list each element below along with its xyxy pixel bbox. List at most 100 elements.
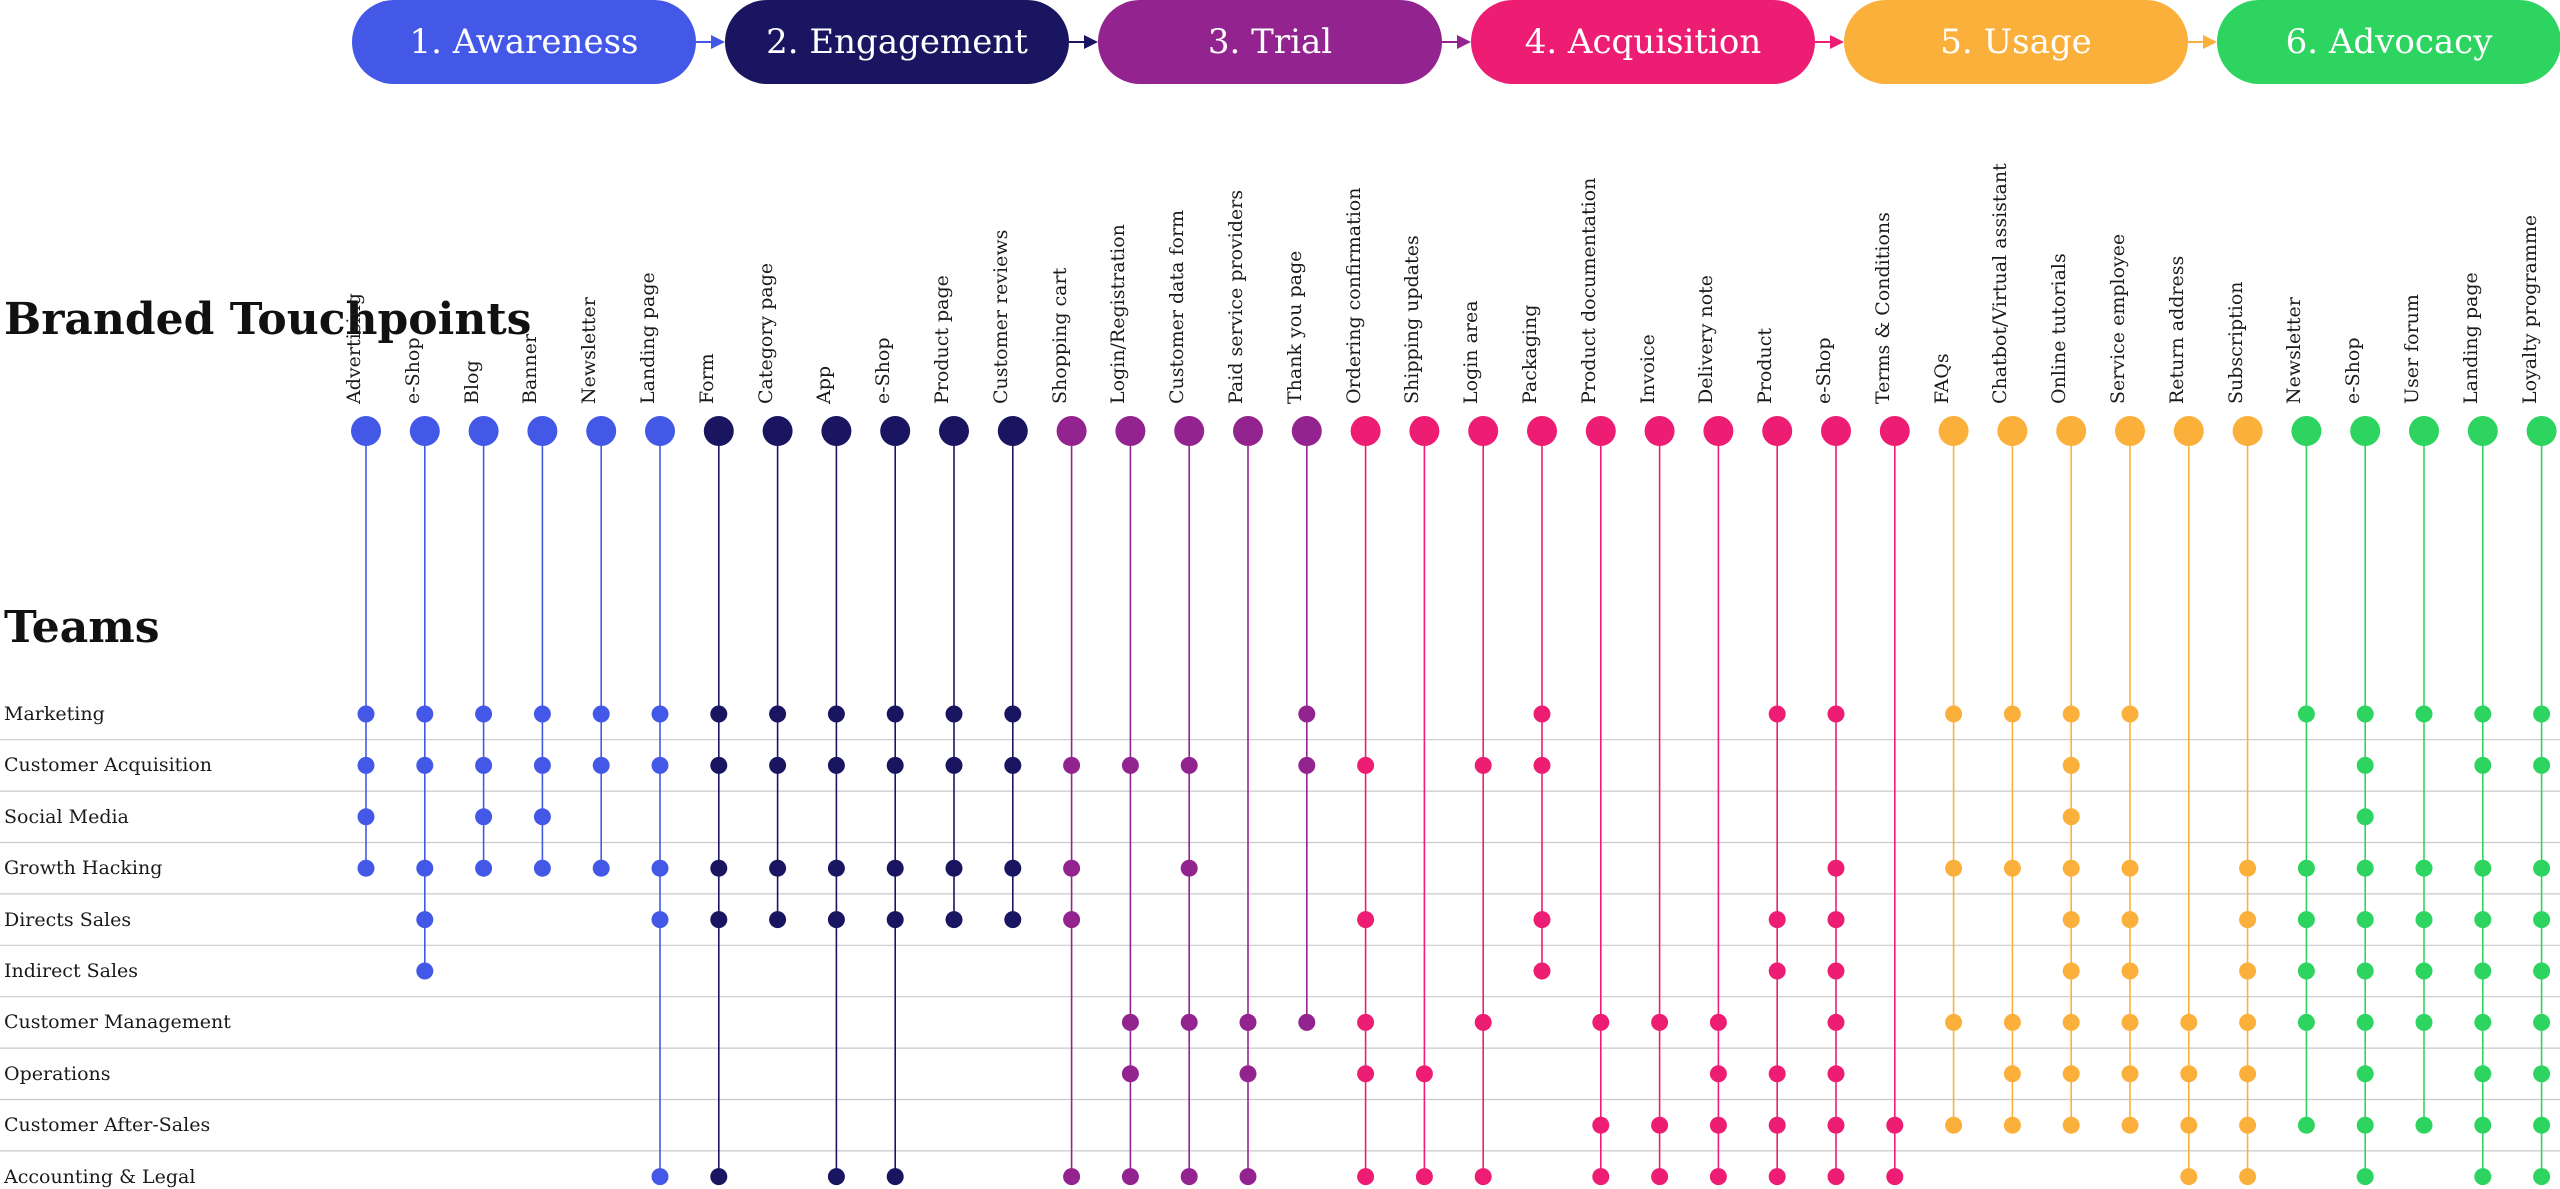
team-touchpoint-dot [1239, 1168, 1257, 1186]
team-label: Customer After-Sales [4, 1114, 211, 1137]
team-touchpoint-dot [1651, 1116, 1669, 1134]
touchpoint-dot [1174, 416, 1205, 446]
stage-pill: 6. Advocacy [2217, 0, 2560, 84]
team-touchpoint-dot [357, 756, 375, 774]
team-touchpoint-dot [710, 1168, 728, 1186]
touchpoint-dot [2467, 416, 2498, 446]
touchpoint-dot [1350, 416, 1381, 446]
team-touchpoint-dot [2297, 705, 2315, 723]
team-touchpoint-dot [1709, 1065, 1727, 1083]
stage-arrow [2188, 35, 2217, 49]
team-touchpoint-dot [1827, 1168, 1845, 1186]
team-touchpoint-dot [1180, 756, 1198, 774]
team-touchpoint-dot [2533, 1065, 2551, 1083]
team-touchpoint-dot [1533, 705, 1551, 723]
team-touchpoint-dot [2180, 1168, 2198, 1186]
team-touchpoint-dot [2239, 1168, 2257, 1186]
touchpoint-dot [1291, 416, 1322, 446]
touchpoint-dot [1468, 416, 1499, 446]
touchpoint-dot [2056, 416, 2087, 446]
team-touchpoint-dot [1004, 705, 1022, 723]
team-touchpoint-dot [769, 911, 787, 929]
team-touchpoint-dot [592, 859, 610, 877]
touchpoint-dot [2232, 416, 2263, 446]
team-label: Customer Management [4, 1011, 231, 1034]
team-touchpoint-dot [2474, 859, 2492, 877]
team-touchpoint-dot [2533, 1013, 2551, 1031]
team-touchpoint-dot [1827, 859, 1845, 877]
team-touchpoint-dot [827, 911, 845, 929]
touchpoint-dot [762, 416, 793, 446]
team-touchpoint-dot [533, 808, 551, 826]
team-touchpoint-dot [651, 911, 669, 929]
team-label: Indirect Sales [4, 960, 139, 982]
team-touchpoint-dot [1945, 859, 1963, 877]
touchpoint-dot [1115, 416, 1146, 446]
stage-arrow [1815, 35, 1844, 49]
team-label: Operations [4, 1062, 111, 1085]
team-touchpoint-dot [945, 859, 963, 877]
team-touchpoint-dot [945, 705, 963, 723]
touchpoint-dot [1879, 416, 1910, 446]
team-touchpoint-dot [475, 859, 493, 877]
team-touchpoint-dot [2474, 1168, 2492, 1186]
team-touchpoint-dot [2533, 705, 2551, 723]
team-touchpoint-dot [1357, 1065, 1375, 1083]
team-touchpoint-dot [769, 859, 787, 877]
touchpoint-dot [997, 416, 1028, 446]
team-touchpoint-dot [1768, 705, 1786, 723]
team-touchpoint-dot [886, 911, 904, 929]
team-touchpoint-dot [651, 859, 669, 877]
team-touchpoint-dot [1121, 1065, 1139, 1083]
team-touchpoint-dot [2062, 1116, 2080, 1134]
touchpoint-dot [1703, 416, 1734, 446]
team-touchpoint-dot [2239, 859, 2257, 877]
team-touchpoint-dot [533, 756, 551, 774]
team-touchpoint-dot [769, 756, 787, 774]
team-touchpoint-dot [2121, 859, 2139, 877]
team-label: Social Media [4, 805, 129, 828]
touchpoint-dot [2173, 416, 2204, 446]
team-touchpoint-dot [1474, 756, 1492, 774]
team-touchpoint-dot [1592, 1116, 1610, 1134]
team-touchpoint-dot [2415, 962, 2433, 980]
team-touchpoint-dot [827, 859, 845, 877]
team-touchpoint-dot [1357, 911, 1375, 929]
team-touchpoint-dot [1357, 756, 1375, 774]
team-touchpoint-dot [2180, 1013, 2198, 1031]
branded-touchpoints-heading: Branded Touchpoints [4, 294, 532, 345]
team-touchpoint-dot [886, 756, 904, 774]
team-touchpoint-dot [533, 859, 551, 877]
team-touchpoint-dot [2533, 962, 2551, 980]
team-touchpoint-dot [2062, 705, 2080, 723]
team-touchpoint-dot [2003, 705, 2021, 723]
touchpoint-dot [468, 416, 499, 446]
stage-pill: 2. Engagement [725, 0, 1069, 84]
team-touchpoint-dot [2356, 756, 2374, 774]
team-touchpoint-dot [1533, 911, 1551, 929]
team-touchpoint-dot [1533, 962, 1551, 980]
team-touchpoint-dot [1592, 1168, 1610, 1186]
team-touchpoint-dot [2239, 911, 2257, 929]
team-touchpoint-dot [651, 1168, 669, 1186]
stage-arrow [1442, 35, 1471, 49]
team-touchpoint-dot [2121, 1116, 2139, 1134]
team-touchpoint-dot [2474, 1065, 2492, 1083]
touchpoint-dot [1938, 416, 1969, 446]
team-touchpoint-dot [2062, 756, 2080, 774]
team-touchpoint-dot [2062, 1013, 2080, 1031]
team-touchpoint-dot [1180, 1013, 1198, 1031]
team-touchpoint-dot [1063, 859, 1081, 877]
team-touchpoint-dot [2356, 911, 2374, 929]
team-touchpoint-dot [1063, 1168, 1081, 1186]
team-touchpoint-dot [416, 756, 434, 774]
team-touchpoint-dot [886, 859, 904, 877]
team-label: Directs Sales [4, 908, 132, 931]
touchpoint-dot [880, 416, 911, 446]
team-touchpoint-dot [2003, 1013, 2021, 1031]
team-touchpoint-dot [2003, 1116, 2021, 1134]
team-touchpoint-dot [2474, 756, 2492, 774]
team-touchpoint-dot [1298, 756, 1316, 774]
